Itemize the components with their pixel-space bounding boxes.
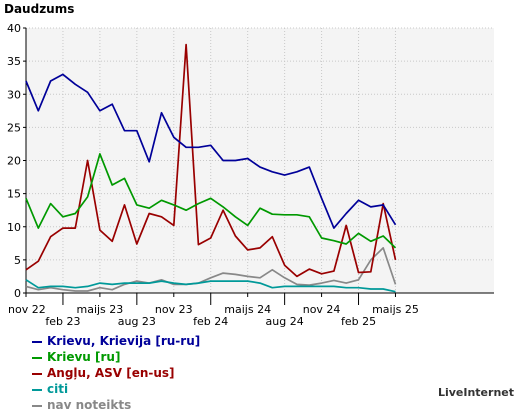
- legend-swatch: [32, 389, 42, 391]
- x-tick-label: maijs 24: [224, 303, 271, 316]
- credit-label: LiveInternet: [437, 386, 514, 399]
- y-tick-label: 0: [14, 287, 21, 300]
- series-line: [25, 73, 397, 229]
- x-tick-label: maijs 23: [76, 303, 123, 316]
- y-tick-label: 35: [7, 55, 21, 68]
- legend-swatch: [32, 357, 42, 359]
- grid-lines: [26, 27, 494, 293]
- series-lines: [25, 43, 397, 293]
- y-tick-label: 20: [7, 155, 21, 168]
- x-tick-label: aug 24: [266, 315, 304, 328]
- x-tick-label: nov 23: [155, 303, 193, 316]
- y-tick-labels: 0 5 10 15 20 25 30 35 40: [7, 22, 21, 300]
- legend-swatch: [32, 373, 42, 375]
- x-tick-label: feb 23: [45, 315, 80, 328]
- x-tick-label: nov 24: [303, 303, 341, 316]
- x-tick-label: feb 25: [341, 315, 376, 328]
- legend-label: nav noteikts: [47, 398, 132, 412]
- legend-label: Krievu [ru]: [47, 350, 121, 364]
- x-tick-label: maijs 25: [372, 303, 419, 316]
- y-tick-label: 10: [7, 221, 21, 234]
- y-tick-label: 5: [14, 254, 21, 267]
- x-tick-label: aug 23: [118, 315, 156, 328]
- y-tick-label: 25: [7, 121, 21, 134]
- y-tick-label: 30: [7, 88, 21, 101]
- legend-swatch: [32, 405, 42, 407]
- chart-title: Daudzums: [4, 2, 75, 16]
- series-line: [25, 279, 396, 293]
- legend-label: Krievu, Krievija [ru-ru]: [47, 334, 201, 348]
- series-line: [25, 153, 397, 249]
- legend-swatch: [32, 341, 42, 343]
- x-tick-label: nov 22: [8, 303, 46, 316]
- legend-label: citi: [47, 382, 69, 396]
- x-tick-label: feb 24: [193, 315, 228, 328]
- series-line: [25, 247, 397, 292]
- y-tick-label: 40: [7, 22, 21, 35]
- axes: [23, 27, 494, 305]
- legend-label: Angļu, ASV [en-us]: [47, 366, 175, 380]
- y-tick-label: 15: [7, 188, 21, 201]
- series-line: [25, 43, 397, 278]
